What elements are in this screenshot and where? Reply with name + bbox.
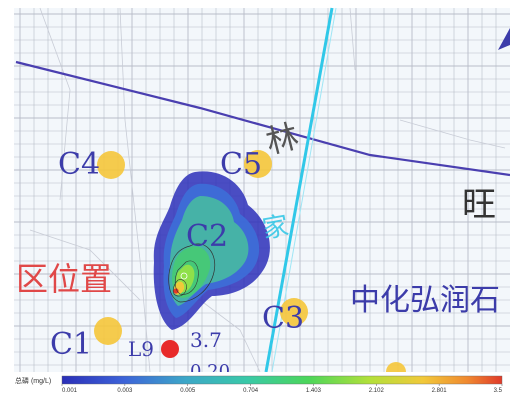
source-point-label: L9: [128, 337, 154, 361]
legend-tick-label: 2.102: [369, 388, 385, 394]
legend-tick-label: 0.003: [117, 388, 133, 394]
source-point-marker[interactable]: [161, 340, 179, 358]
legend-colorbar: [61, 375, 503, 385]
base-lines: [29, 7, 506, 373]
well-marker-c3[interactable]: [280, 298, 308, 326]
legend-tick-label: 3.5: [494, 388, 503, 394]
place-label-zhonghua: 中化弘润石: [350, 283, 500, 318]
legend-tick-label: 1.403: [306, 388, 322, 394]
legend-ticks: 0.001 0.003 0.005 0.704 1.403 2.102 2.801 3.5: [61, 384, 503, 394]
place-label-qu-weizhi: 区位置: [16, 260, 112, 298]
place-label-wang: 旺: [462, 185, 496, 225]
legend: 总磷 (mg/L) 0.001 0.003 0.005 0.704 1.403 2.102…: [0, 372, 510, 394]
well-label-c2: C2: [186, 219, 228, 254]
road-line: [15, 60, 510, 177]
legend-title: 总磷 (mg/L): [15, 376, 51, 385]
well-labels: C1 C2 C3 C4 C5: [50, 147, 304, 362]
source-value-label: 3.7: [190, 328, 222, 352]
north-arrow-icon: [498, 28, 510, 50]
well-label-c1: C1: [50, 327, 92, 362]
well-marker-c1[interactable]: [94, 317, 122, 345]
well-marker-c5[interactable]: [244, 150, 272, 178]
legend-tick-label: 0.005: [180, 388, 196, 394]
legend-tick-label: 0.704: [243, 388, 259, 394]
concentration-plume: [153, 171, 270, 330]
well-marker-c4[interactable]: [97, 151, 125, 179]
legend-tick-label: 0.001: [62, 388, 78, 394]
map-background: [14, 8, 510, 372]
well-label-c5: C5: [220, 147, 262, 182]
well-label-c4: C4: [58, 147, 100, 182]
place-label-jia: 家: [260, 211, 291, 245]
legend-tick-label: 2.801: [432, 388, 448, 394]
well-label-c3: C3: [262, 301, 304, 336]
